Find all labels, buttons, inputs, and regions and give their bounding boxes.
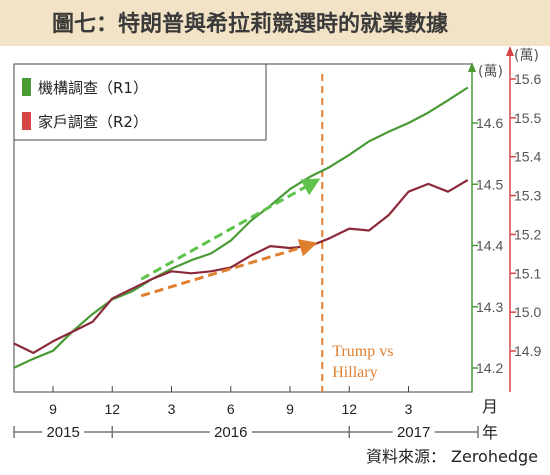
legend-box bbox=[13, 63, 267, 141]
year-label-bg bbox=[392, 423, 435, 441]
year-label: 2017 bbox=[397, 424, 430, 441]
right-axis-tick-label: 15.2 bbox=[514, 226, 541, 242]
right-axis-tick-label: 15.0 bbox=[514, 304, 541, 320]
mid-axis-tick-label: 14.3 bbox=[476, 299, 503, 315]
right-axis-tick-label: 15.4 bbox=[514, 149, 541, 165]
mid-axis-tick-label: 14.2 bbox=[476, 360, 503, 376]
trend-arrow-r1 bbox=[140, 178, 321, 281]
x-axis-tick-label: 9 bbox=[286, 401, 294, 417]
x-axis: 9 12 3 6 9 12 3 月 bbox=[49, 386, 498, 417]
right-axis-tick-label: 14.9 bbox=[514, 343, 541, 359]
annotation-line-1: Trump vs bbox=[332, 343, 393, 360]
x-axis-tick-label: 12 bbox=[104, 401, 120, 417]
legend-label-r1: 機構調查（R1） bbox=[38, 79, 148, 97]
x-axis-unit-year: 年 bbox=[482, 423, 498, 442]
right-axis-tick-label: 15.3 bbox=[514, 188, 541, 204]
legend: 機構調查（R1） 家戶調查（R2） bbox=[13, 63, 267, 141]
right-axis-arrowhead bbox=[506, 46, 514, 56]
series-layer bbox=[13, 86, 469, 369]
x-axis-tick-label: 6 bbox=[227, 401, 235, 417]
chart-title: 圖七：特朗普與希拉莉競選時的就業數據 bbox=[52, 11, 449, 37]
mid-axis-tick-label: 14.6 bbox=[476, 115, 503, 131]
trend-arrow-layer bbox=[140, 178, 321, 298]
legend-swatch-r2 bbox=[22, 112, 31, 130]
series-line-r2 bbox=[13, 179, 469, 354]
series-line-r1 bbox=[13, 86, 469, 369]
legend-swatch-r1 bbox=[22, 78, 31, 96]
year-axis: 2015 2016 2017 年 bbox=[13, 423, 498, 442]
x-axis-tick-label: 3 bbox=[168, 401, 176, 417]
source-credit: 資料來源： Zerohedge bbox=[366, 447, 538, 466]
annotation-line-2: Hillary bbox=[332, 364, 377, 381]
x-axis-tick-label: 9 bbox=[49, 401, 57, 417]
right-axis-tick-label: 15.5 bbox=[514, 110, 541, 126]
year-label-bg bbox=[42, 423, 85, 441]
right-axis: 14.9 15.0 15.1 15.2 15.3 15.4 15.5 15.6 (萬) bbox=[506, 46, 541, 392]
mid-axis-unit: (萬) bbox=[478, 64, 503, 80]
right-axis-unit: (萬) bbox=[514, 48, 539, 64]
trend-arrow-r2 bbox=[140, 239, 318, 298]
x-axis-tick-label: 12 bbox=[341, 401, 357, 417]
year-label: 2016 bbox=[214, 424, 247, 441]
right-axis-tick-label: 15.6 bbox=[514, 71, 541, 87]
year-label: 2015 bbox=[46, 424, 79, 441]
year-label-bg bbox=[209, 423, 252, 441]
mid-axis-tick-label: 14.4 bbox=[476, 238, 503, 254]
mid-axis-arrowhead bbox=[468, 62, 476, 72]
right-axis-tick-label: 15.1 bbox=[514, 265, 541, 281]
title-bar bbox=[0, 0, 550, 46]
legend-label-r2: 家戶調查（R2） bbox=[38, 113, 148, 131]
mid-axis-tick-label: 14.5 bbox=[476, 176, 503, 192]
mid-axis: 14.2 14.3 14.4 14.5 14.6 (萬) bbox=[468, 62, 503, 392]
x-axis-unit-month: 月 bbox=[482, 397, 498, 416]
x-axis-tick-label: 3 bbox=[405, 401, 413, 417]
